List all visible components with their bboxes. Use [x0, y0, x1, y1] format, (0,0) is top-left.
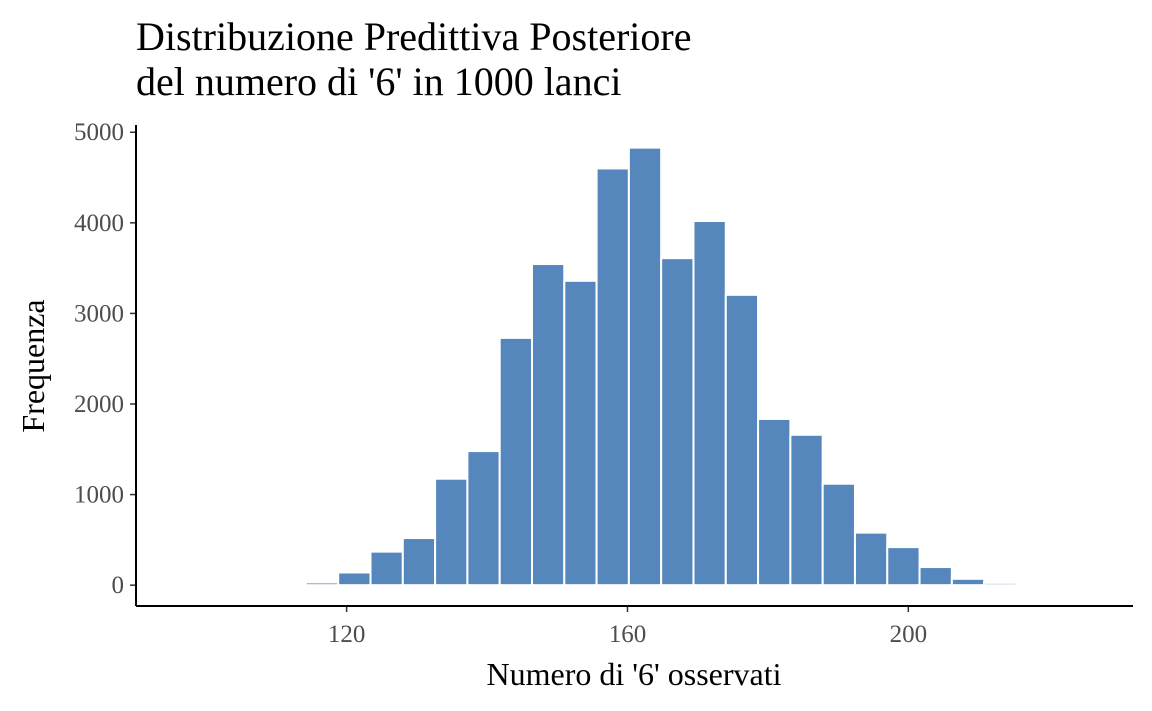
histogram-bar-17: [853, 531, 889, 587]
chart-title-line-2: del numero di '6' in 1000 lanci: [136, 59, 621, 104]
y-tick-label-3: 3000: [74, 300, 124, 327]
histogram-bar-7: [530, 263, 566, 587]
histogram-bar-21: [983, 581, 1018, 587]
y-tick-label-2: 2000: [74, 391, 124, 418]
bars-group: [304, 146, 1018, 587]
y-tick-label-1: 1000: [74, 482, 124, 509]
histogram-bar-12: [692, 220, 727, 587]
y-axis-ticks: 0 1000 2000 3000 4000 5000: [74, 119, 136, 599]
histogram-bar-8: [563, 279, 598, 587]
x-tick-label-0: 120: [328, 621, 366, 648]
y-tick-label-4: 4000: [74, 210, 124, 237]
histogram-bar-14: [757, 417, 792, 587]
histogram-bar-20: [950, 577, 986, 587]
y-tick-label-0: 0: [112, 572, 125, 599]
histogram-bar-4: [434, 477, 469, 587]
histogram-bar-18: [886, 546, 921, 587]
histogram-bar-2: [369, 550, 404, 587]
x-tick-label-1: 160: [609, 621, 647, 648]
histogram-bar-10: [627, 146, 663, 587]
histogram-bar-16: [821, 482, 856, 587]
y-tick-label-5: 5000: [74, 119, 124, 146]
histogram-bar-19: [918, 566, 953, 587]
chart-title-line-1: Distribuzione Predittiva Posteriore: [136, 14, 691, 59]
histogram-bar-3: [401, 537, 437, 587]
histogram-bar-5: [466, 450, 501, 587]
histogram-bar-9: [595, 167, 630, 587]
histogram-bar-6: [498, 336, 533, 587]
histogram-bar-11: [660, 257, 695, 587]
histogram-bar-0: [304, 581, 340, 587]
histogram-bar-13: [724, 293, 760, 587]
x-axis-ticks: 120 160 200: [328, 606, 927, 648]
histogram-bar-1: [337, 571, 372, 587]
x-tick-label-2: 200: [890, 621, 928, 648]
x-axis-title: Numero di '6' osservati: [486, 656, 781, 692]
histogram-bar-15: [789, 433, 824, 587]
y-axis-title: Frequenza: [15, 299, 51, 432]
